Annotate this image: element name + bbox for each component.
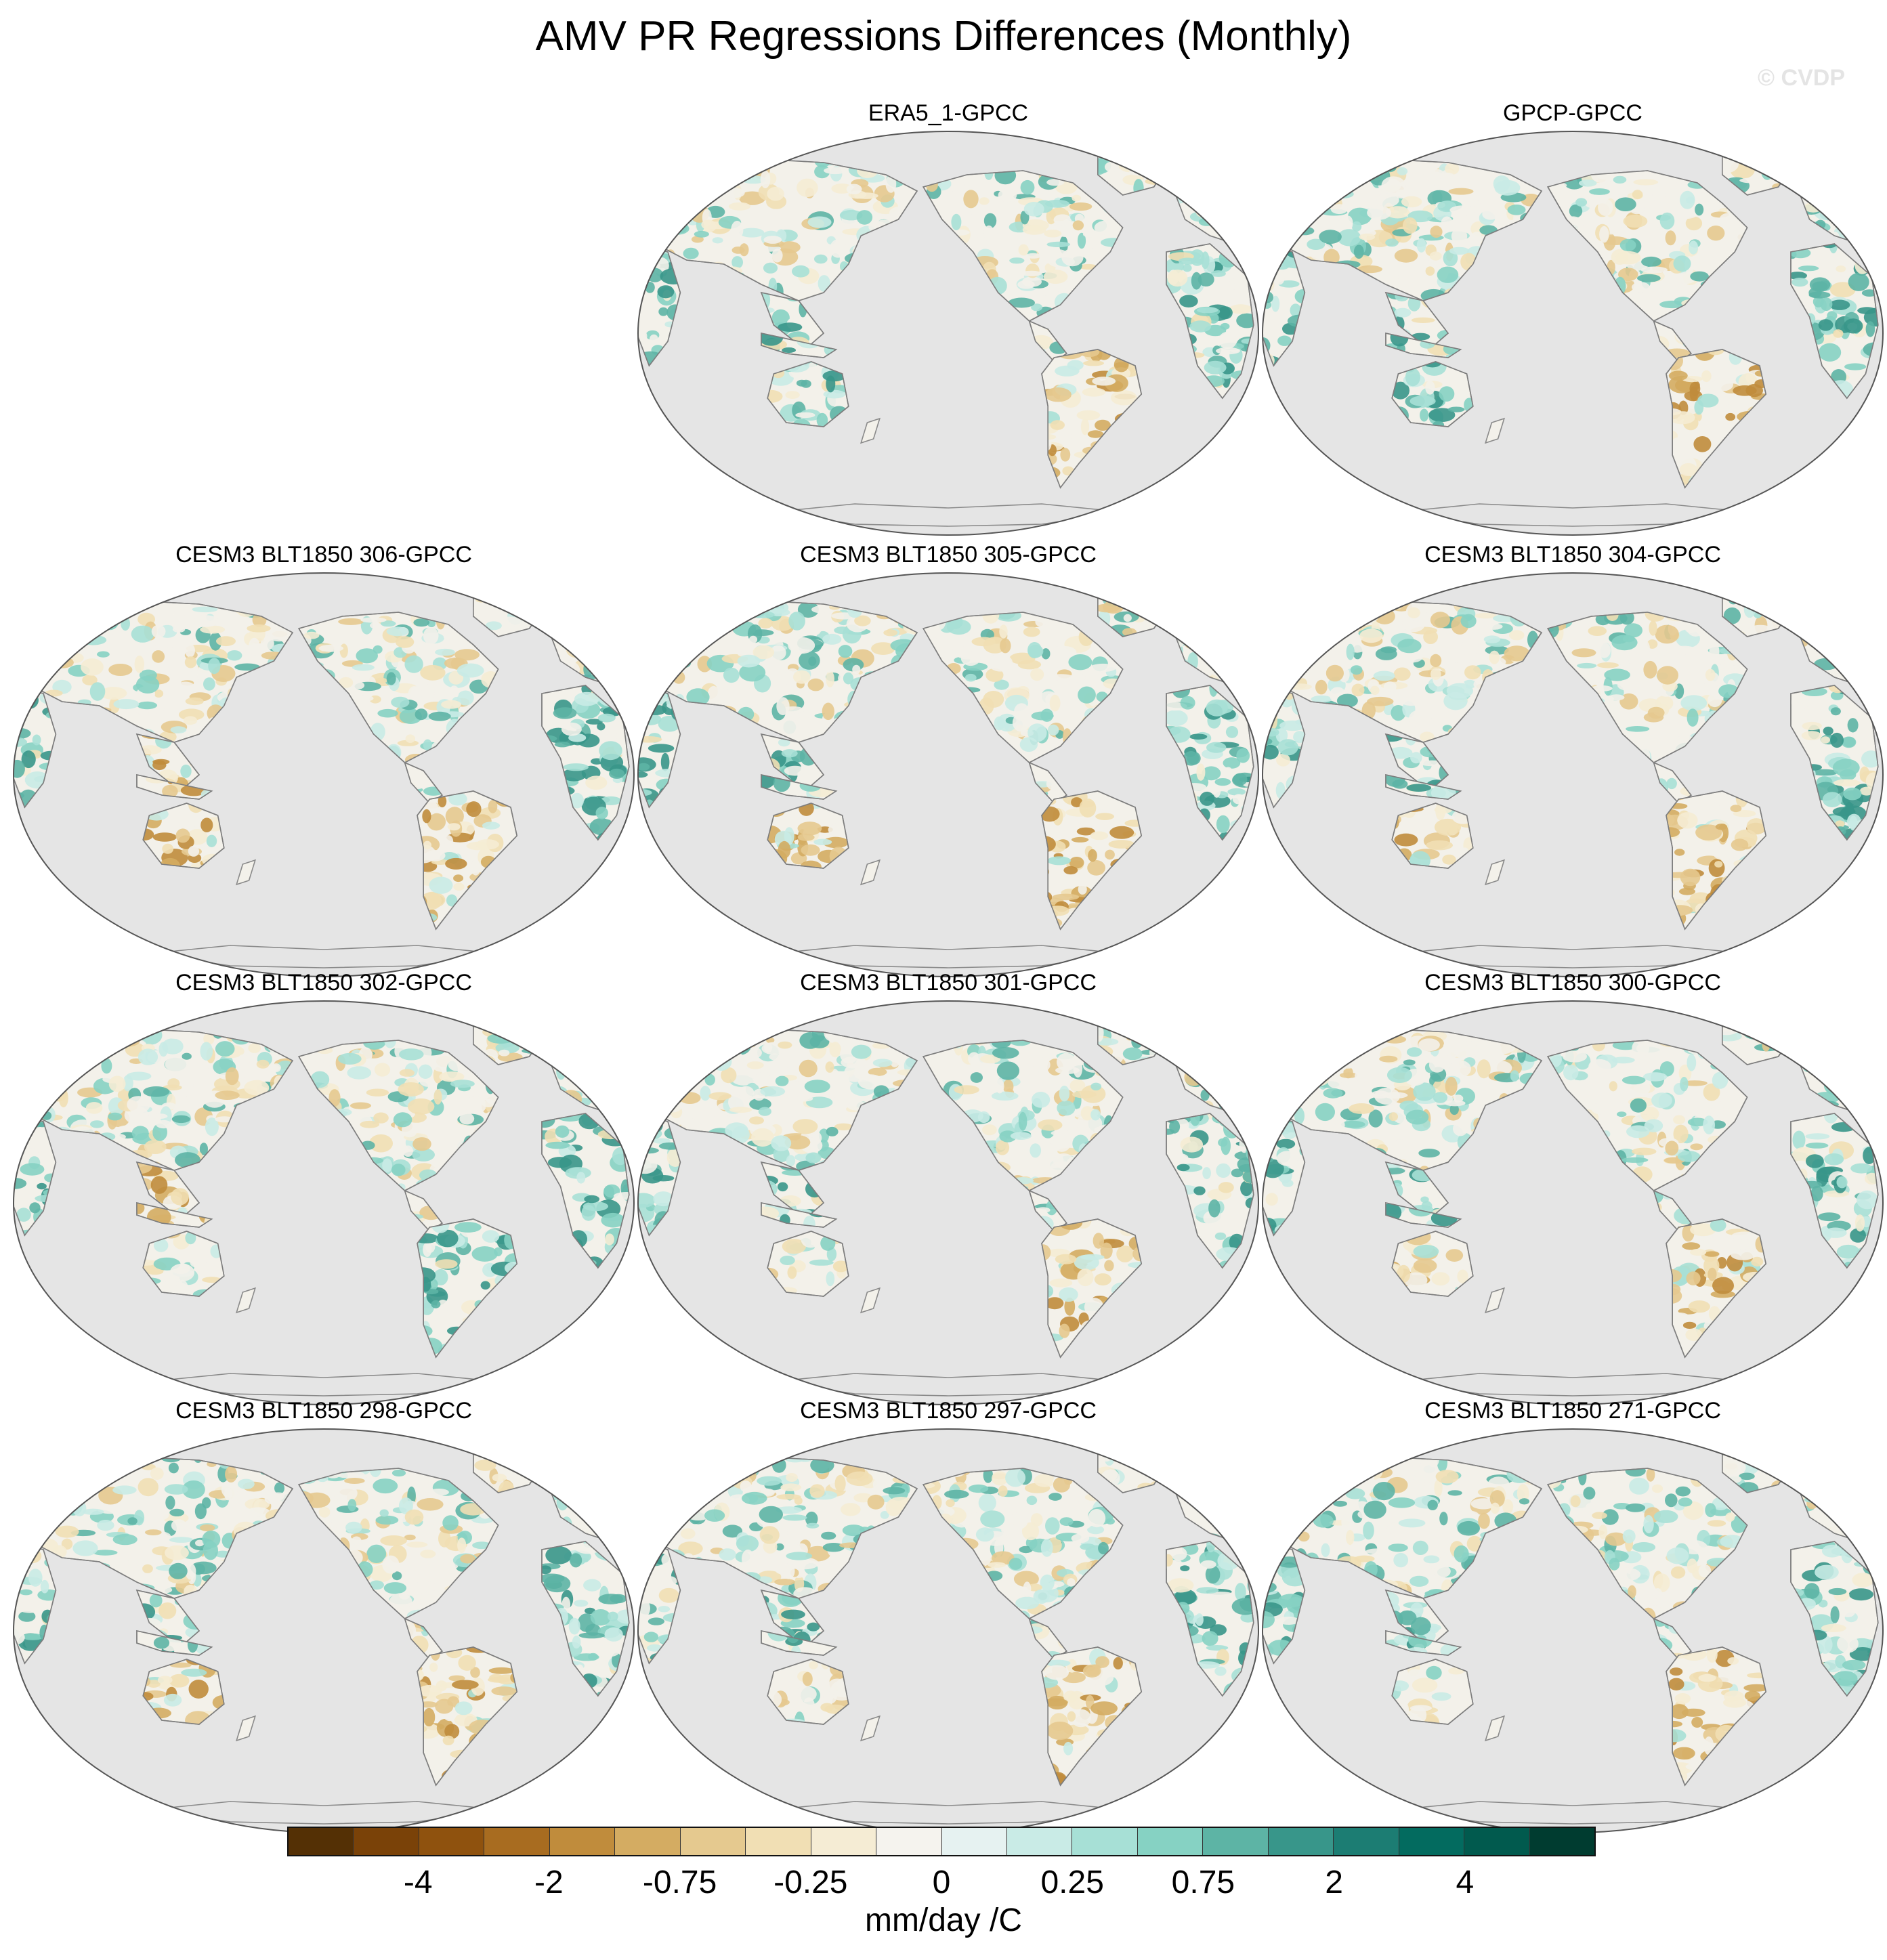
panel-title: CESM3 BLT1850 298-GPCC	[175, 1398, 472, 1424]
colorbar-swatch	[289, 1828, 354, 1855]
colorbar-tick-label: -0.75	[642, 1865, 717, 1900]
colorbar-tick-label: -4	[403, 1865, 433, 1900]
colorbar-swatch	[1006, 1828, 1073, 1855]
world-map	[637, 1000, 1259, 1405]
landmass-nz	[1484, 859, 1506, 886]
world-map	[13, 572, 635, 977]
landmass-nz	[1484, 1287, 1506, 1314]
panel-title: CESM3 BLT1850 271-GPCC	[1424, 1398, 1721, 1424]
world-map	[637, 1428, 1259, 1833]
world-map	[1262, 1000, 1884, 1405]
map-border	[1262, 572, 1884, 977]
anomaly-field-australia	[1392, 362, 1473, 427]
colorbar-swatch	[1399, 1828, 1465, 1855]
landmass-nz	[235, 1715, 257, 1742]
world-map	[1262, 1428, 1884, 1833]
colorbar-swatch	[746, 1828, 811, 1855]
colorbar-units: mm/day /C	[864, 1902, 1023, 1938]
panel-title: CESM3 BLT1850 300-GPCC	[1424, 970, 1721, 996]
colorbar-swatch	[1334, 1828, 1399, 1855]
map-border	[637, 572, 1259, 977]
colorbar-tick-label: 0.75	[1171, 1865, 1235, 1900]
colorbar-swatch	[941, 1828, 1007, 1855]
map-border	[1262, 131, 1884, 536]
world-map	[1262, 572, 1884, 977]
panel-title: CESM3 BLT1850 305-GPCC	[800, 542, 1097, 568]
colorbar-swatch	[1268, 1828, 1334, 1855]
panel-title: GPCP-GPCC	[1503, 100, 1642, 126]
landmass-nz	[860, 859, 881, 886]
panel-title: CESM3 BLT1850 306-GPCC	[175, 542, 472, 568]
colorbar-tick-label: 0.25	[1040, 1865, 1104, 1900]
colorbar-swatch	[1203, 1828, 1269, 1855]
colorbar-swatch	[1137, 1828, 1204, 1855]
world-map	[637, 131, 1259, 536]
colorbar-swatch	[1464, 1828, 1530, 1855]
map-border	[637, 131, 1259, 536]
colorbar-swatch	[876, 1828, 942, 1855]
colorbar-swatch	[484, 1828, 550, 1855]
colorbar-tick-label: 0	[932, 1865, 951, 1900]
map-border	[1262, 1000, 1884, 1405]
colorbar-swatch	[1072, 1828, 1138, 1855]
colorbar-swatch	[549, 1828, 616, 1855]
landmass-nz	[860, 1715, 881, 1742]
panel-title: ERA5_1-GPCC	[868, 100, 1029, 126]
colorbar-swatch	[615, 1828, 681, 1855]
world-map	[637, 572, 1259, 977]
colorbar-labels: -4 -2 -0.75 -0.25 0 0.25 0.75 2 4	[287, 1864, 1596, 1904]
panel-title: CESM3 BLT1850 302-GPCC	[175, 970, 472, 996]
colorbar-swatch	[680, 1828, 746, 1855]
main-title: AMV PR Regressions Differences (Monthly)	[535, 13, 1352, 60]
world-map	[13, 1000, 635, 1405]
landmass-nz	[235, 1287, 257, 1314]
world-map	[13, 1428, 635, 1833]
map-border	[637, 1000, 1259, 1405]
watermark: © CVDP	[1758, 65, 1845, 91]
colorbar-boxes	[287, 1827, 1596, 1856]
colorbar	[287, 1827, 1596, 1856]
colorbar-tick-label: -2	[534, 1865, 564, 1900]
landmass-nz	[1484, 1715, 1506, 1742]
colorbar-swatch	[419, 1828, 485, 1855]
map-border	[13, 572, 635, 977]
colorbar-swatch	[811, 1828, 877, 1855]
colorbar-tick-label: -0.25	[773, 1865, 848, 1900]
map-border	[13, 1000, 635, 1405]
colorbar-swatch	[1529, 1828, 1595, 1855]
landmass-nz	[860, 417, 881, 444]
colorbar-swatch	[354, 1828, 419, 1855]
landmass-nz	[1484, 417, 1506, 444]
panel-title: CESM3 BLT1850 304-GPCC	[1424, 542, 1721, 568]
colorbar-tick-label: 4	[1456, 1865, 1475, 1900]
panel-title: CESM3 BLT1850 301-GPCC	[800, 970, 1097, 996]
colorbar-tick-label: 2	[1325, 1865, 1343, 1900]
landmass-nz	[860, 1287, 881, 1314]
landmass-nz	[235, 859, 257, 886]
panel-title: CESM3 BLT1850 297-GPCC	[800, 1398, 1097, 1424]
world-map	[1262, 131, 1884, 536]
